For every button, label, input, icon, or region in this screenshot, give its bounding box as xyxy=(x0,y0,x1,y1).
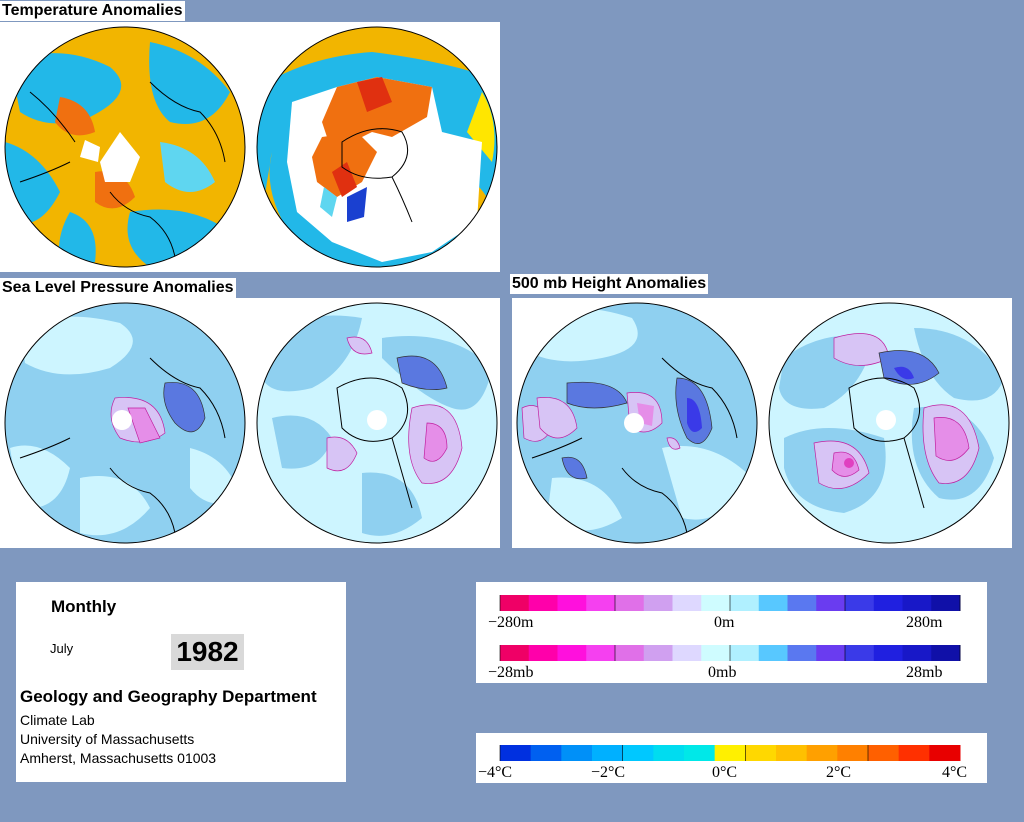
height-swatch-6 xyxy=(672,595,702,611)
height-swatch-10 xyxy=(787,595,817,611)
height-pressure-legend: −280m 0m 280m −28mb 0mb 28mb xyxy=(476,582,987,683)
department-label: Geology and Geography Department xyxy=(20,687,317,706)
year-label: 1982 xyxy=(171,634,244,670)
height-pressure-legend-svg: −280m 0m 280m −28mb 0mb 28mb xyxy=(488,595,961,681)
temp-swatch-6 xyxy=(684,745,716,761)
temp-swatch-1 xyxy=(530,745,562,761)
temp-swatch-0 xyxy=(500,745,532,761)
pressure-title: Sea Level Pressure Anomalies xyxy=(0,278,236,298)
temperature-title: Temperature Anomalies xyxy=(0,1,185,21)
height-map-north xyxy=(516,302,758,544)
pressure-swatch-14 xyxy=(902,645,932,661)
temp-label-3: 2°C xyxy=(826,764,851,781)
pressure-label-zero: 0mb xyxy=(708,664,736,681)
height-label-min: −280m xyxy=(488,614,534,631)
height-swatch-13 xyxy=(873,595,903,611)
pressure-swatch-5 xyxy=(643,645,673,661)
pressure-swatch-10 xyxy=(787,645,817,661)
height-swatch-2 xyxy=(557,595,587,611)
temp-swatch-10 xyxy=(806,745,838,761)
height-swatch-8 xyxy=(730,595,760,611)
temp-swatch-5 xyxy=(653,745,685,761)
temp-label-4: 4°C xyxy=(942,764,967,781)
temp-swatch-8 xyxy=(745,745,777,761)
pressure-swatch-13 xyxy=(873,645,903,661)
temp-swatch-12 xyxy=(868,745,900,761)
pressure-swatch-11 xyxy=(816,645,846,661)
height-swatch-15 xyxy=(931,595,961,611)
pressure-swatch-9 xyxy=(758,645,788,661)
height-swatch-3 xyxy=(586,595,616,611)
height-swatch-12 xyxy=(845,595,875,611)
lab-label: Climate Lab xyxy=(20,712,95,728)
pressure-swatch-6 xyxy=(672,645,702,661)
temperature-colorbar xyxy=(499,745,961,761)
temp-swatch-13 xyxy=(898,745,930,761)
height-map-south xyxy=(768,302,1010,544)
pressure-swatch-2 xyxy=(557,645,587,661)
height-swatch-4 xyxy=(615,595,645,611)
height-label-zero: 0m xyxy=(714,614,735,631)
pressure-swatch-15 xyxy=(931,645,961,661)
temp-swatch-11 xyxy=(837,745,869,761)
height-swatch-11 xyxy=(816,595,846,611)
pressure-swatch-1 xyxy=(528,645,558,661)
temp-swatch-7 xyxy=(714,745,746,761)
height-swatch-9 xyxy=(758,595,788,611)
month-label: July xyxy=(50,641,74,656)
temp-label-1: −2°C xyxy=(591,764,625,781)
temperature-map-north xyxy=(4,26,246,268)
height-swatch-7 xyxy=(701,595,731,611)
pressure-swatch-8 xyxy=(730,645,760,661)
info-box: Monthly July 1982 Geology and Geography … xyxy=(16,582,346,782)
pressure-swatch-7 xyxy=(701,645,731,661)
temp-label-0: −4°C xyxy=(478,764,512,781)
height-swatch-14 xyxy=(902,595,932,611)
pressure-swatch-12 xyxy=(845,645,875,661)
temperature-legend: −4°C −2°C 0°C 2°C 4°C xyxy=(476,733,987,783)
temperature-map-south xyxy=(256,26,498,268)
temp-swatch-14 xyxy=(929,745,961,761)
temp-swatch-9 xyxy=(776,745,808,761)
pressure-swatch-4 xyxy=(615,645,645,661)
temp-label-2: 0°C xyxy=(712,764,737,781)
pressure-label-min: −28mb xyxy=(488,664,533,681)
university-label: University of Massachusetts xyxy=(20,731,195,747)
temp-swatch-4 xyxy=(622,745,654,761)
height-swatch-5 xyxy=(643,595,673,611)
pressure-label-max: 28mb xyxy=(906,664,942,681)
temp-swatch-2 xyxy=(561,745,593,761)
pressure-swatch-0 xyxy=(500,645,530,661)
height-colorbar xyxy=(499,595,961,611)
temperature-legend-svg: −4°C −2°C 0°C 2°C 4°C xyxy=(478,745,967,781)
temp-swatch-3 xyxy=(592,745,624,761)
height-label-max: 280m xyxy=(906,614,943,631)
pressure-map-north xyxy=(4,302,246,544)
frequency-label: Monthly xyxy=(51,597,117,616)
height-swatch-0 xyxy=(500,595,530,611)
pressure-swatch-3 xyxy=(586,645,616,661)
height-swatch-1 xyxy=(528,595,558,611)
pressure-colorbar xyxy=(499,645,961,661)
pressure-map-south xyxy=(256,302,498,544)
address-label: Amherst, Massachusetts 01003 xyxy=(20,750,217,766)
height-title: 500 mb Height Anomalies xyxy=(510,274,709,294)
